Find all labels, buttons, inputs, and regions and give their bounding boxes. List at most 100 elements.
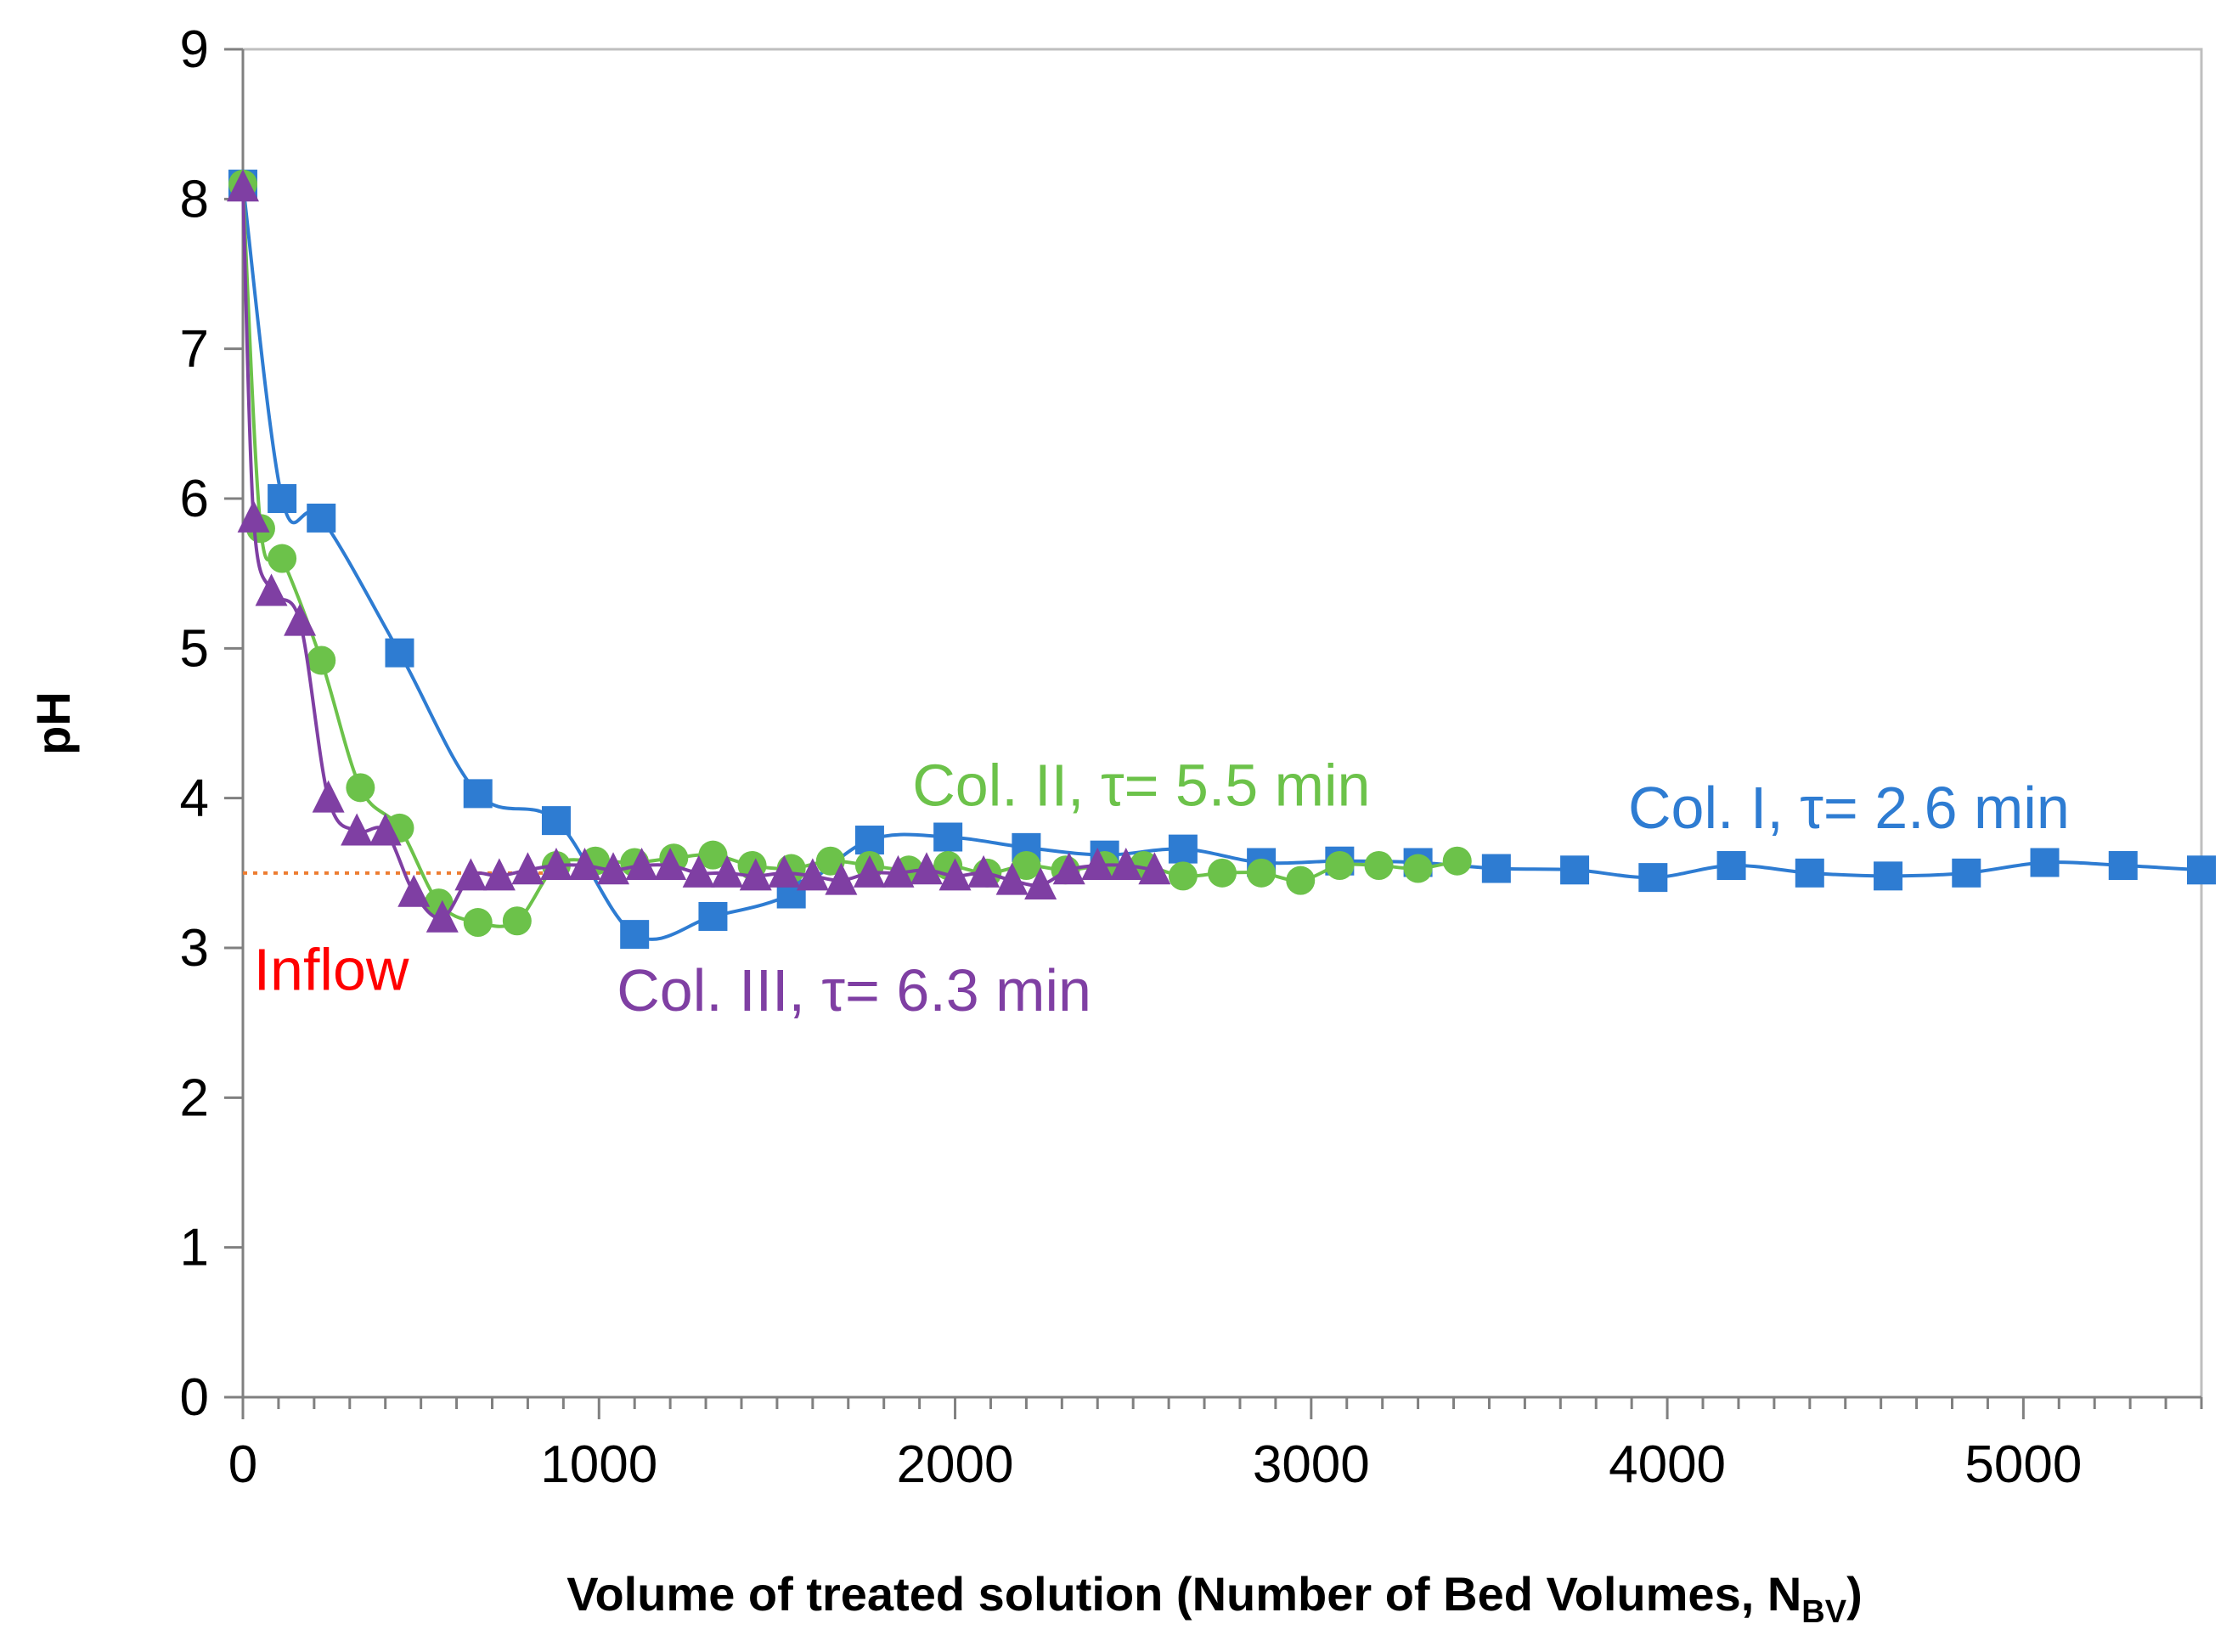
- data-point-triangle: [511, 852, 544, 885]
- y-tick-label: 7: [180, 320, 209, 379]
- data-point-triangle: [768, 854, 801, 888]
- data-point-circle: [1208, 858, 1237, 888]
- data-point-triangle: [255, 573, 288, 606]
- data-point-triangle: [454, 858, 488, 891]
- x-tick-label: 2000: [897, 1435, 1014, 1494]
- data-point-square: [1874, 861, 1903, 891]
- data-point-circle: [1325, 851, 1355, 881]
- data-point-triangle: [1081, 848, 1114, 881]
- data-point-triangle: [825, 862, 858, 895]
- data-point-circle: [268, 544, 297, 573]
- y-axis-title: pH: [26, 691, 80, 755]
- data-point-triangle: [237, 499, 270, 533]
- data-point-triangle: [539, 848, 572, 881]
- data-point-triangle: [1024, 866, 1057, 899]
- data-point-triangle: [568, 848, 601, 881]
- data-point-square: [1952, 858, 1981, 888]
- data-point-triangle: [910, 852, 944, 885]
- data-point-square: [1795, 858, 1824, 888]
- x-axis-title-subscript: BV: [1801, 1594, 1846, 1630]
- x-axis-title: Volume of treated solution (Number of Be…: [566, 1567, 1862, 1630]
- y-tick-label: 5: [180, 619, 209, 678]
- annotation-label: Inflow: [254, 936, 409, 1002]
- data-point-square: [1481, 854, 1511, 883]
- data-point-triangle: [369, 813, 402, 846]
- data-point-square: [1560, 855, 1590, 885]
- data-point-square: [541, 806, 571, 836]
- data-point-circle: [502, 906, 532, 936]
- data-point-square: [854, 826, 884, 855]
- data-point-triangle: [967, 854, 1000, 888]
- x-tick-label: 3000: [1253, 1435, 1370, 1494]
- data-point-circle: [1012, 851, 1041, 881]
- data-point-circle: [1442, 846, 1472, 876]
- data-point-triangle: [938, 858, 972, 891]
- x-axis-title-close: ): [1846, 1567, 1863, 1621]
- data-point-square: [307, 503, 336, 533]
- data-point-triangle: [1109, 848, 1142, 881]
- annotation-layer: Inflow Col. II, τ= 5.5 min Col. I, τ= 2.6 …: [254, 752, 2070, 1023]
- data-point-square: [2187, 855, 2216, 885]
- data-point-circle: [463, 908, 493, 938]
- annotation-label: Col. I, τ= 2.6 min: [1628, 775, 2070, 841]
- x-tick-label: 0: [228, 1435, 257, 1494]
- data-point-triangle: [625, 848, 658, 881]
- data-point-triangle: [397, 874, 431, 907]
- x-axis: 0 1000 2000 3000 4000 5000: [228, 1395, 2203, 1494]
- data-point-square: [385, 638, 414, 668]
- data-point-square: [2030, 848, 2060, 877]
- x-tick-label: 4000: [1609, 1435, 1726, 1494]
- data-point-triangle: [711, 854, 744, 888]
- annotation-label: Col. II, τ= 5.5 min: [912, 752, 1370, 818]
- data-point-circle: [307, 646, 336, 675]
- data-point-circle: [346, 773, 375, 803]
- y-tick-label: 9: [180, 20, 209, 79]
- data-point-triangle: [482, 858, 516, 891]
- data-point-triangle: [312, 780, 345, 813]
- data-point-square: [2108, 851, 2138, 881]
- data-point-triangle: [284, 603, 317, 636]
- data-point-square: [268, 484, 297, 513]
- data-point-square: [1638, 863, 1668, 893]
- data-point-circle: [1403, 854, 1433, 883]
- data-point-triangle: [1138, 852, 1171, 885]
- data-point-square: [933, 822, 963, 852]
- data-point-triangle: [341, 813, 374, 846]
- data-point-circle: [1247, 858, 1277, 888]
- data-point-triangle: [853, 854, 886, 888]
- series-layer: [227, 169, 2216, 950]
- data-point-triangle: [995, 862, 1029, 895]
- data-point-triangle: [682, 854, 715, 888]
- data-point-square: [463, 779, 493, 809]
- data-point-circle: [1286, 865, 1316, 895]
- series-3: [227, 169, 1171, 933]
- y-tick-label: 8: [180, 170, 209, 228]
- x-tick-label: 5000: [1964, 1435, 2082, 1494]
- data-point-square: [698, 901, 728, 931]
- data-point-triangle: [654, 848, 687, 881]
- data-point-circle: [1168, 861, 1198, 891]
- y-axis: 0 1 2 3 4 5 6 7 8 9: [180, 20, 245, 1427]
- data-point-triangle: [882, 854, 915, 888]
- data-point-triangle: [426, 899, 459, 933]
- y-tick-label: 6: [180, 470, 209, 528]
- data-point-triangle: [1052, 852, 1085, 885]
- y-tick-label: 0: [180, 1368, 209, 1427]
- data-point-square: [620, 920, 650, 950]
- y-tick-label: 1: [180, 1219, 209, 1277]
- y-tick-label: 2: [180, 1068, 209, 1127]
- data-point-square: [1168, 834, 1198, 864]
- series-line: [241, 183, 2202, 941]
- data-point-circle: [698, 840, 728, 870]
- data-point-circle: [1364, 851, 1394, 881]
- data-point-triangle: [739, 858, 772, 891]
- data-point-square: [1716, 851, 1746, 881]
- data-point-triangle: [227, 169, 259, 202]
- y-tick-label: 4: [180, 770, 209, 828]
- data-point-circle: [815, 846, 845, 876]
- data-point-triangle: [796, 858, 829, 891]
- data-point-triangle: [597, 852, 630, 885]
- x-tick-label: 1000: [540, 1435, 657, 1494]
